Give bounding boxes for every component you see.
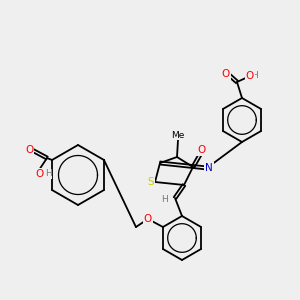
Text: O: O bbox=[35, 169, 43, 179]
Text: H: H bbox=[252, 71, 258, 80]
Text: N: N bbox=[205, 163, 213, 173]
Text: H: H bbox=[162, 196, 168, 205]
Text: O: O bbox=[25, 145, 33, 155]
Text: H: H bbox=[45, 169, 51, 178]
Text: O: O bbox=[144, 214, 152, 224]
Text: O: O bbox=[246, 71, 254, 81]
Text: O: O bbox=[197, 145, 205, 155]
Text: Me: Me bbox=[171, 130, 185, 140]
Text: O: O bbox=[222, 69, 230, 79]
Text: S: S bbox=[148, 177, 154, 187]
